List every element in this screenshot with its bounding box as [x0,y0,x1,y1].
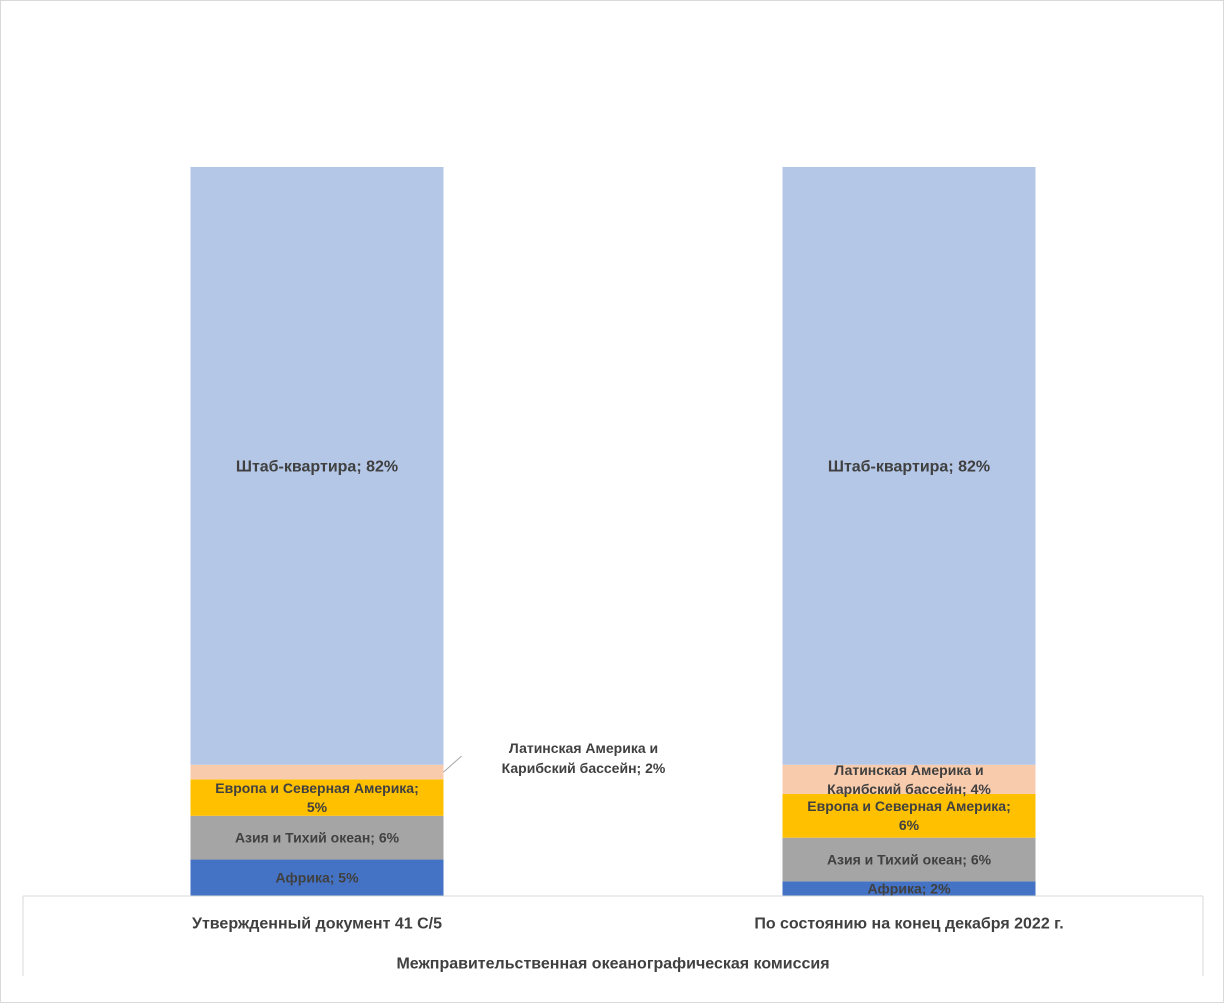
data-label-европа-и-северная-америка: Европа и Северная Америка; 6% [807,798,1011,833]
data-label-латинская-америка-и-карибский-бассейн: Латинская Америка и Карибский бассейн; 2% [502,740,666,776]
bar-segment-европа-и-северная-америка [190,779,444,816]
group-label: Межправительственная океанографическая к… [396,956,829,973]
bar-segment-штаб-квартира [190,167,444,765]
data-label-азия-и-тихий-океан: Азия и Тихий океан; 6% [827,851,992,867]
data-label-штаб-квартира: Штаб-квартира; 82% [236,458,398,475]
bar-segment-европа-и-северная-америка [782,793,1036,838]
data-label-латинская-америка-и-карибский-бассейн: Латинская Америка и Карибский бассейн; 4% [827,762,991,797]
bar-segment-латинская-америка-и-карибский-бассейн [782,764,1036,794]
data-label-group: Африка; 5% Азия и Тихий океан; 6% Европа и… [215,458,1011,896]
bar-segment-африка [782,881,1036,896]
bar-segment-штаб-квартира [782,167,1036,765]
data-label-африка: Африка; 2% [867,881,951,897]
bar-segment-латинская-америка-и-карибский-бассейн [190,764,444,780]
category-label-2: По состоянию на конец декабря 2022 г. [754,916,1063,933]
bar-group [190,167,1036,896]
data-label-европа-и-северная-америка: Европа и Северная Америка; 5% [215,780,419,815]
bar-segment-африка [190,859,444,896]
category-label-1: Утвержденный документ 41 C/5 [192,916,442,933]
category-axis: Утвержденный документ 41 C/5 По состоянию… [22,895,1204,976]
data-label-азия-и-тихий-океан: Азия и Тихий океан; 6% [235,830,400,846]
callout-leader-line [443,755,462,773]
bar-segment-азия-и-тихий-океан [782,837,1036,882]
data-label-штаб-квартира: Штаб-квартира; 82% [828,458,990,475]
data-label-африка: Африка; 5% [275,870,359,886]
bar-segment-азия-и-тихий-океан [190,815,444,860]
